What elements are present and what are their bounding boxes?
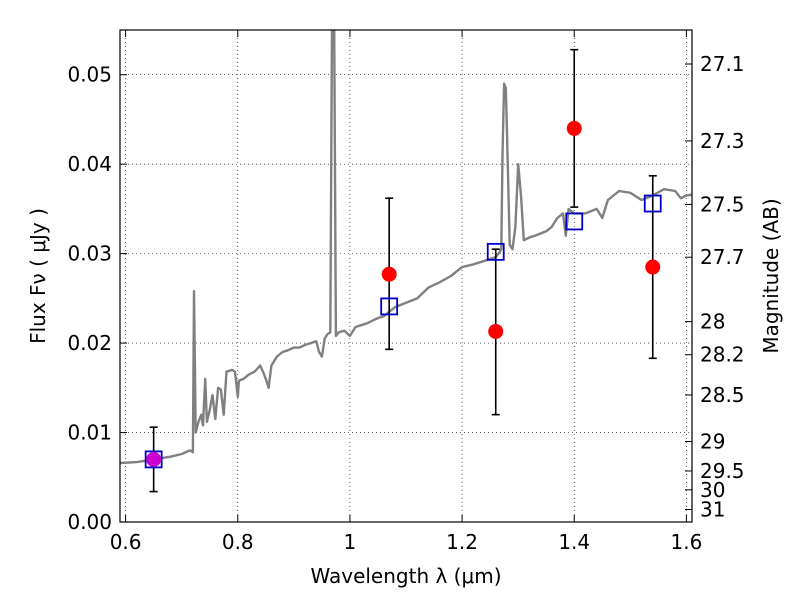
right-tick-label: 27.1 (700, 52, 745, 76)
model-photometry-square (565, 212, 584, 231)
y-axis-left: 0.00 0.01 0.02 0.03 0.04 0.05 (67, 63, 127, 534)
x-axis-label: Wavelength λ (μm) (310, 564, 501, 588)
right-tick-label: 29.5 (700, 459, 745, 483)
model-photometry-square (643, 194, 662, 213)
y-axis-label: Flux Fν ( μJy ) (26, 208, 50, 344)
observed-photometry-point (381, 266, 397, 282)
x-tick-label: 0.8 (222, 530, 254, 554)
right-tick-label: 28.2 (700, 343, 745, 367)
right-tick-label: 29 (700, 429, 725, 453)
right-tick-label: 27.7 (700, 245, 745, 269)
right-tick-label: 31 (700, 497, 725, 521)
plot-frame (119, 29, 693, 523)
right-tick-label: 30 (700, 478, 725, 502)
right-tick-label: 27.3 (700, 129, 745, 153)
right-tick-label: 28 (700, 310, 725, 334)
y-tick-label: 0.03 (67, 242, 112, 266)
observed-photometry-point (488, 323, 504, 339)
model-photometry-square (380, 297, 399, 316)
plot-area (120, 30, 692, 493)
grid-lines (120, 30, 692, 523)
model-photometry-square (486, 242, 505, 261)
x-tick-label: 0.6 (110, 530, 142, 554)
y-axis-right-label: Magnitude (AB) (759, 198, 783, 353)
x-tick-label: 1.6 (670, 530, 702, 554)
observed-photometry-point (146, 451, 162, 467)
y-tick-label: 0.01 (67, 421, 112, 445)
y-tick-label: 0.05 (67, 63, 112, 87)
y-tick-label: 0.04 (67, 152, 112, 176)
right-tick-label: 27.5 (700, 192, 745, 216)
y-tick-label: 0.00 (67, 510, 112, 534)
y-tick-label: 0.02 (67, 331, 112, 355)
model-photometry-square (144, 450, 163, 469)
observed-photometry-point (566, 120, 582, 136)
model-spectrum-line (120, 30, 692, 465)
x-axis: 0.6 0.8 1 1.2 1.4 1.6 (110, 30, 702, 554)
right-tick-label: 28.5 (700, 383, 745, 407)
x-tick-label: 1.4 (558, 530, 590, 554)
x-tick-label: 1 (344, 530, 357, 554)
observed-photometry-point (645, 259, 661, 275)
x-tick-label: 1.2 (446, 530, 478, 554)
